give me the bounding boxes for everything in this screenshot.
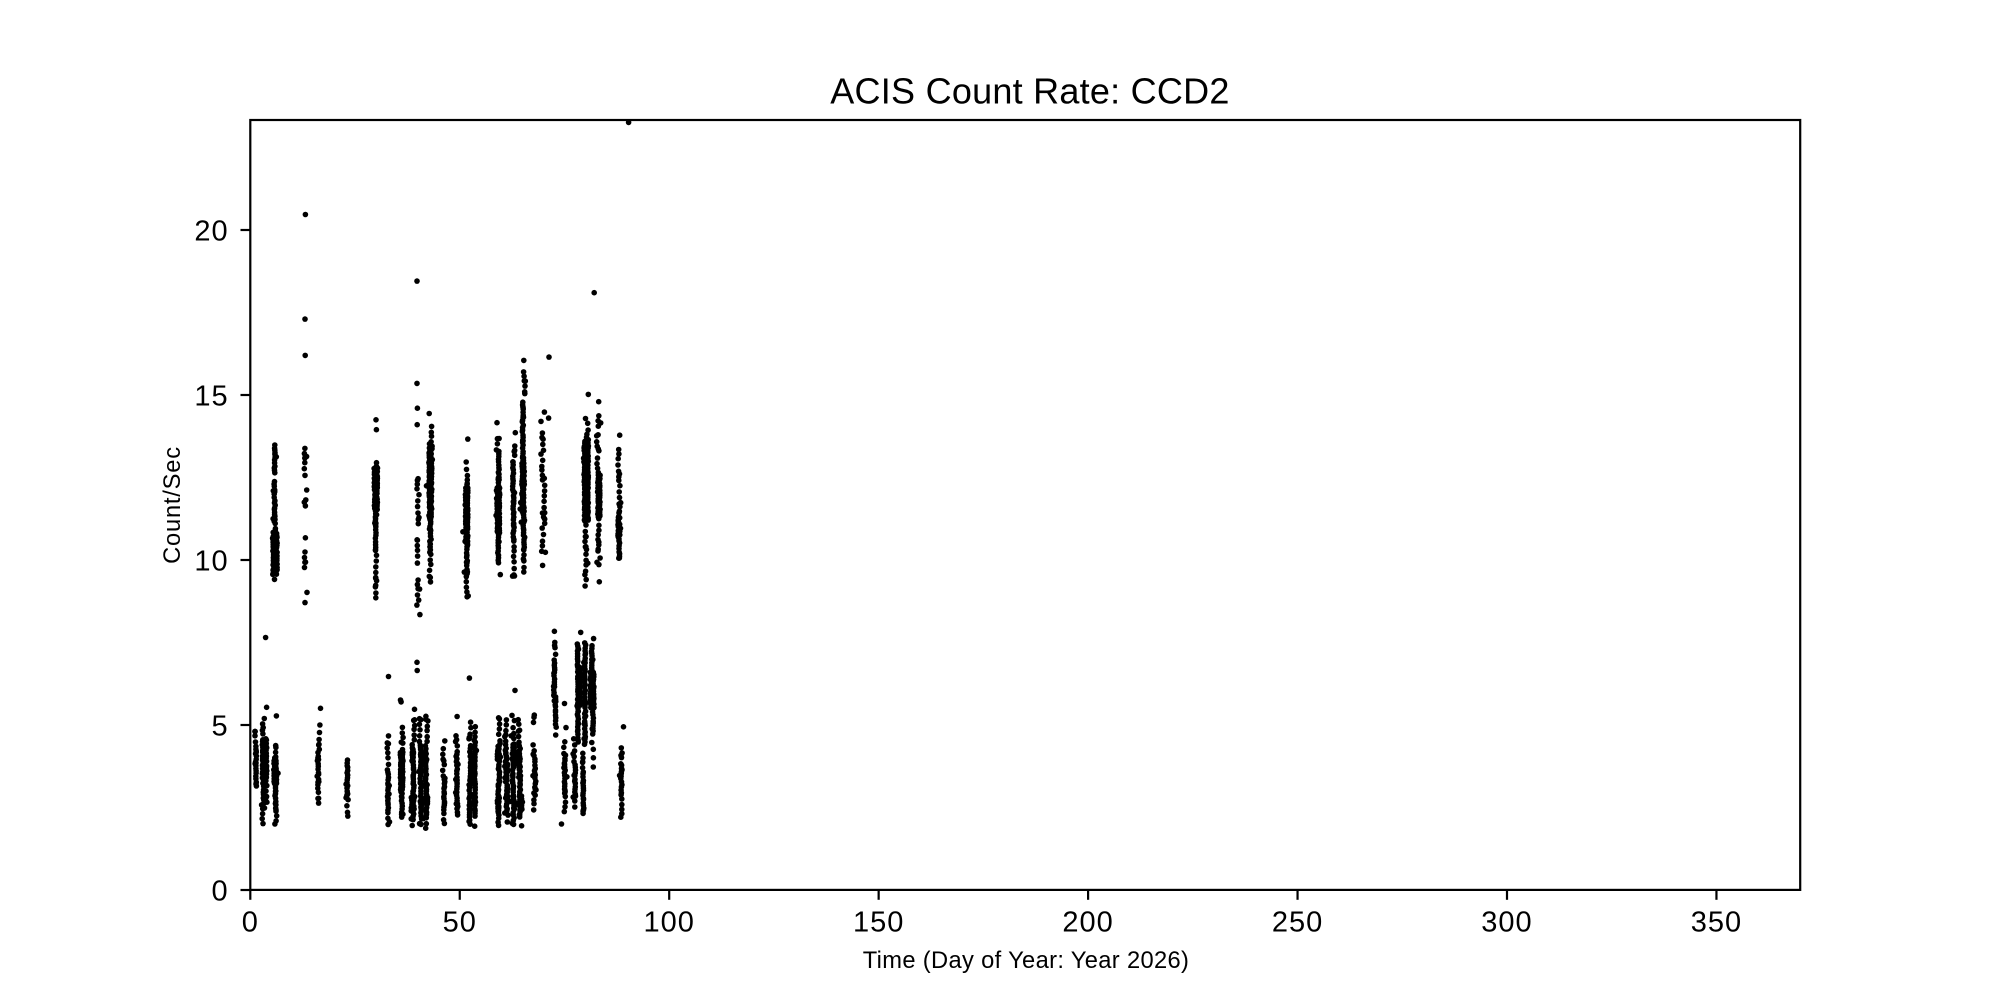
svg-text:50: 50 — [443, 907, 477, 939]
svg-text:100: 100 — [644, 907, 695, 939]
svg-text:350: 350 — [1691, 907, 1742, 939]
svg-text:Time (Day of Year: Year 2026): Time (Day of Year: Year 2026) — [863, 948, 1190, 974]
svg-text:15: 15 — [194, 381, 228, 413]
svg-text:20: 20 — [194, 216, 228, 248]
svg-text:150: 150 — [853, 907, 904, 939]
svg-text:300: 300 — [1481, 907, 1532, 939]
svg-text:10: 10 — [194, 546, 228, 578]
svg-text:250: 250 — [1272, 907, 1323, 939]
svg-text:200: 200 — [1062, 907, 1113, 939]
svg-text:0: 0 — [242, 907, 259, 939]
svg-text:ACIS Count Rate: CCD2: ACIS Count Rate: CCD2 — [830, 71, 1229, 112]
svg-text:5: 5 — [211, 711, 228, 743]
svg-text:0: 0 — [211, 876, 228, 908]
svg-text:Count/Sec: Count/Sec — [160, 446, 186, 564]
